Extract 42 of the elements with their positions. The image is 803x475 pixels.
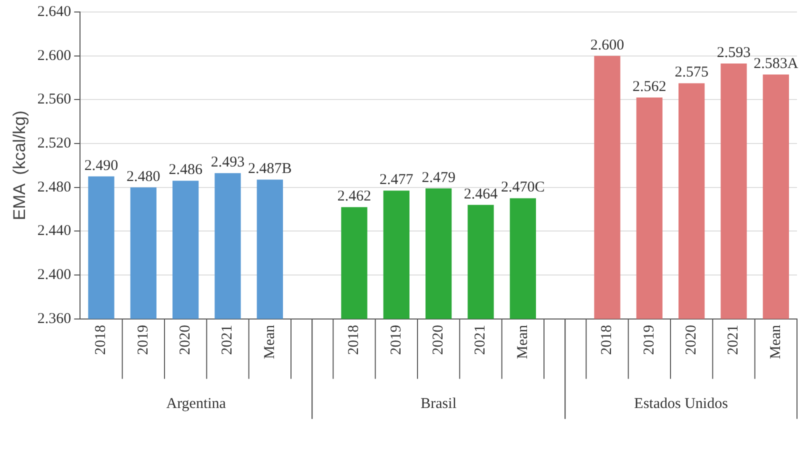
x-tick-label: Mean — [768, 324, 784, 360]
data-label: 2.486 — [168, 162, 203, 178]
data-label: 2.462 — [337, 188, 372, 205]
x-tick-label: 2021 — [726, 324, 742, 355]
y-tick-label: 2.600 — [37, 48, 72, 64]
y-tick-label: 2.400 — [37, 266, 72, 283]
x-tick-label: 2019 — [388, 324, 404, 355]
y-tick-label: 2.480 — [37, 179, 72, 196]
y-tick-label: 2.560 — [37, 92, 72, 108]
x-tick-label: 2019 — [135, 324, 152, 355]
data-label: 2.490 — [84, 158, 118, 174]
data-label: 2.464 — [464, 186, 498, 202]
y-axis-title: EMA (kcal/kg) — [10, 110, 29, 220]
x-tick-label: 2018 — [346, 324, 362, 355]
x-tick-label: Mean — [262, 324, 278, 360]
x-tick-label: 2018 — [93, 324, 110, 355]
x-tick-label: 2020 — [178, 324, 194, 355]
y-tick-label: 2.520 — [37, 135, 72, 152]
y-tick-label: 2.640 — [37, 4, 72, 20]
text: Brasil — [420, 396, 456, 412]
data-label: 2.600 — [590, 37, 624, 54]
x-tick-label: Mean — [514, 324, 531, 360]
x-tick-label: 2021 — [220, 324, 236, 355]
text: Argentina — [166, 396, 226, 412]
x-tick-label: 2018 — [599, 324, 616, 355]
x-tick-label: 2019 — [641, 324, 658, 355]
data-label: 2.562 — [632, 78, 666, 95]
text: Estados Unidos — [634, 396, 728, 412]
data-label: 2.487B — [248, 161, 292, 178]
data-label: 2.470C — [501, 180, 545, 196]
data-label: 2.493 — [210, 154, 245, 171]
data-label: 2.583A — [754, 56, 798, 72]
x-tick-label: 2021 — [472, 324, 489, 355]
y-tick-label: 2.440 — [37, 223, 72, 240]
y-tick-label: 2.360 — [37, 310, 72, 327]
x-tick-label: 2020 — [684, 324, 700, 355]
x-tick-label: 2020 — [430, 324, 447, 355]
data-label: 2.593 — [716, 44, 751, 61]
data-label: 2.479 — [422, 170, 456, 186]
data-label: 2.477 — [380, 172, 414, 188]
data-label: 2.480 — [126, 168, 160, 185]
data-label: 2.575 — [674, 64, 708, 81]
